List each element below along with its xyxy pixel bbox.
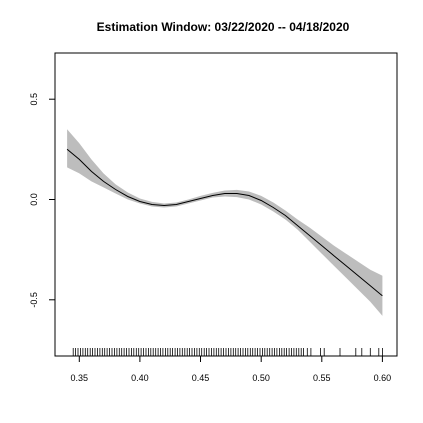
x-tick-label: 0.60 [374,373,392,383]
x-axis: 0.35 0.40 0.45 0.50 0.55 0.60 [71,356,392,383]
y-tick-label: 0.0 [29,193,39,206]
plot-border [54,52,398,357]
x-tick-label: 0.45 [192,373,210,383]
rug-layer [72,348,383,356]
confidence-band-layer [67,129,383,316]
x-tick-label: 0.35 [71,373,89,383]
fit-line-layer [66,148,383,297]
y-axis: -0.5 0.0 0.5 [29,93,55,308]
x-tick-label: 0.55 [313,373,331,383]
x-tick-label: 0.40 [131,373,149,383]
y-tick-label: 0.5 [29,93,39,106]
x-tick-label: 0.50 [252,373,270,383]
chart-title: Estimation Window: 03/22/2020 -- 04/18/2… [97,20,350,34]
y-tick-label: -0.5 [29,292,39,308]
fit-line [66,148,383,297]
confidence-band [67,129,383,316]
